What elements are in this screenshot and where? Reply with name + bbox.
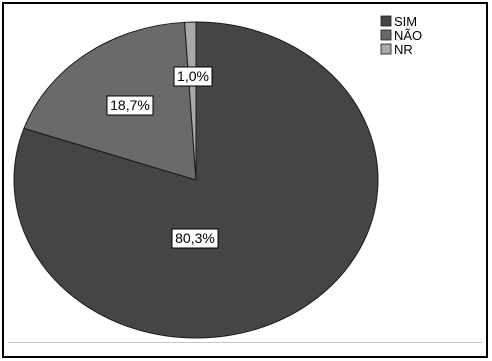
pie-slice-nr <box>184 21 197 181</box>
legend-label: NR <box>394 42 413 57</box>
legend-swatch <box>380 29 392 41</box>
legend-item-nr: NR <box>380 42 413 57</box>
legend-item-não: NÃO <box>380 28 422 43</box>
legend-label: NÃO <box>394 28 422 43</box>
data-label-nr: 1,0% <box>173 66 213 87</box>
data-label-sim: 80,3% <box>171 228 219 249</box>
legend-swatch <box>380 43 392 55</box>
data-label-não: 18,7% <box>106 95 154 116</box>
legend-label: SIM <box>394 14 417 29</box>
svg-text:80,3%: 80,3% <box>175 230 215 246</box>
svg-text:1,0%: 1,0% <box>177 68 209 84</box>
svg-text:18,7%: 18,7% <box>110 97 150 113</box>
legend-item-sim: SIM <box>380 14 417 29</box>
pie-data-labels: 80,3% 18,7% 1,0% <box>106 66 219 249</box>
legend-swatch <box>380 15 392 27</box>
frame-divider <box>8 342 482 343</box>
